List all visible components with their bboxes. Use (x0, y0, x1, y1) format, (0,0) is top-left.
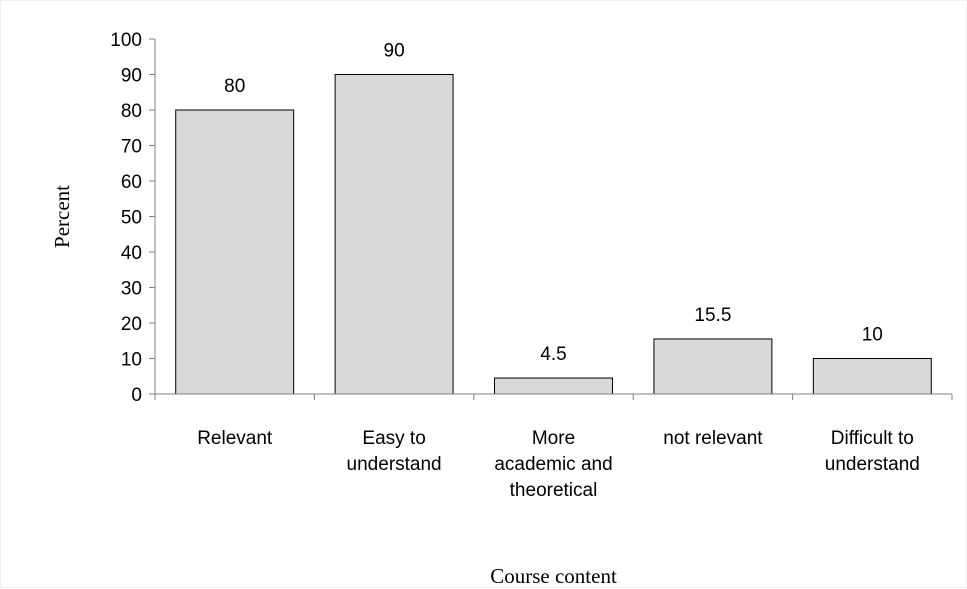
x-category-label-line: More (532, 428, 575, 449)
y-tick-label: 30 (121, 279, 142, 300)
x-category-label-line: Difficult to (831, 428, 914, 449)
x-category-label-line: Easy to (362, 428, 425, 449)
bar-data-label: 10 (862, 325, 883, 346)
x-category-label-line: understand (347, 454, 442, 475)
y-tick-label: 10 (121, 350, 142, 371)
bar (653, 338, 773, 395)
x-category-label: Relevant (197, 428, 273, 449)
y-axis-title: Percent (50, 185, 74, 248)
bar (494, 377, 613, 395)
x-category-label-line: theoretical (510, 480, 598, 501)
x-category-label: More academic and theoretical (494, 428, 612, 501)
y-tick-label: 70 (121, 137, 142, 158)
bar-data-label: 4.5 (540, 344, 566, 365)
bar (334, 74, 454, 395)
y-tick-label: 80 (121, 101, 142, 122)
x-category-label: Difficult to understand (825, 428, 920, 475)
x-axis-title: Course content (490, 564, 617, 588)
y-tick-label: 0 (131, 385, 142, 406)
bar-data-label: 90 (384, 41, 405, 62)
bar (812, 358, 932, 395)
data-labels: 80 90 4.5 15.5 10 (224, 41, 883, 366)
x-category-label: Easy to understand (347, 428, 442, 475)
x-category-label-line: not relevant (663, 428, 763, 449)
bar (175, 109, 295, 395)
y-tick-label: 100 (110, 30, 142, 51)
x-category-label-line: academic and (494, 454, 612, 475)
y-tick-label: 20 (121, 314, 142, 335)
y-axis-ticks: 0 10 20 30 40 50 60 70 80 90 100 (110, 30, 953, 406)
x-category-label: not relevant (663, 428, 763, 449)
x-category-label-line: understand (825, 454, 920, 475)
y-tick-label: 90 (121, 66, 142, 87)
bars (175, 74, 932, 395)
y-tick-label: 40 (121, 243, 142, 264)
y-tick-label: 50 (121, 208, 142, 229)
x-category-label-line: Relevant (197, 428, 273, 449)
x-axis-categories: Relevant Easy to understand More academic an… (197, 428, 920, 501)
bar-data-label: 80 (224, 76, 245, 97)
bar-data-label: 15.5 (694, 305, 731, 326)
y-tick-label: 60 (121, 172, 142, 193)
